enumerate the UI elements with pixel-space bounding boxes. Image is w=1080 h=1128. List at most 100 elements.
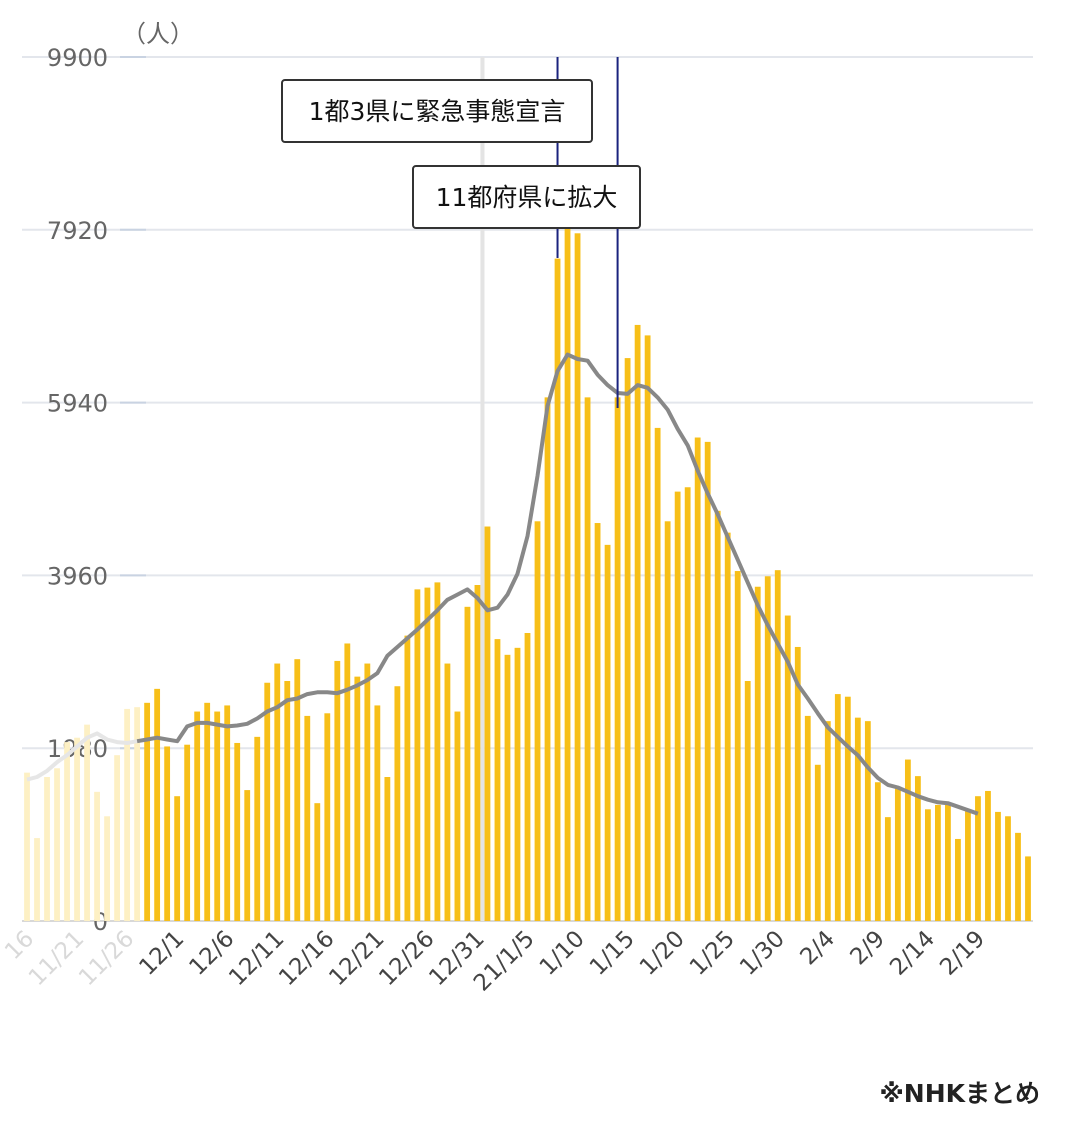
bar bbox=[684, 487, 691, 921]
moving-average-line bbox=[136, 352, 979, 816]
bar bbox=[34, 838, 40, 921]
bar bbox=[694, 437, 701, 921]
bar bbox=[544, 397, 551, 921]
bar bbox=[494, 639, 501, 921]
bar bbox=[214, 711, 221, 921]
x-tick-label: 2/9 bbox=[846, 926, 891, 971]
bar bbox=[354, 676, 361, 921]
bar bbox=[74, 737, 80, 921]
bar bbox=[514, 647, 521, 921]
bar bbox=[814, 764, 821, 921]
x-tick-label: 1/30 bbox=[735, 926, 790, 981]
x-tick-label: 12/1 bbox=[134, 926, 189, 981]
bar bbox=[784, 615, 791, 921]
bar bbox=[614, 397, 621, 921]
bar bbox=[935, 804, 941, 921]
bar bbox=[564, 223, 571, 921]
bar bbox=[624, 358, 631, 921]
bar bbox=[424, 587, 431, 921]
bar bbox=[524, 633, 531, 921]
x-tick-label: 12/16 bbox=[274, 926, 339, 991]
bar bbox=[654, 427, 661, 921]
x-tick-label: 1/15 bbox=[585, 926, 640, 981]
x-tick-label: 1/10 bbox=[535, 926, 590, 981]
bar bbox=[504, 654, 511, 921]
bar bbox=[914, 776, 921, 921]
moving-average-line-faded bbox=[26, 731, 138, 782]
moving-average-lines bbox=[26, 352, 979, 816]
bar bbox=[955, 838, 961, 921]
bar bbox=[194, 711, 201, 921]
bar bbox=[884, 817, 891, 921]
bar bbox=[84, 724, 90, 921]
x-tick-label: 1/20 bbox=[635, 926, 690, 981]
bar bbox=[404, 635, 411, 921]
source-note: ※NHKまとめ bbox=[879, 1079, 1040, 1108]
bar bbox=[965, 811, 971, 921]
y-tick-label: 7920 bbox=[47, 217, 108, 245]
bar bbox=[344, 643, 351, 921]
bar bbox=[184, 744, 191, 921]
bar bbox=[314, 803, 321, 921]
bar bbox=[24, 772, 30, 921]
bar bbox=[154, 688, 161, 921]
bar bbox=[804, 715, 811, 921]
x-tick-label: 12/26 bbox=[374, 926, 439, 991]
bar bbox=[364, 663, 371, 921]
bar bbox=[204, 702, 211, 921]
bar bbox=[1015, 832, 1021, 921]
bar bbox=[454, 711, 461, 921]
x-tick-label: 12/11 bbox=[224, 926, 289, 991]
bar bbox=[1025, 856, 1031, 921]
bar bbox=[244, 790, 251, 921]
bar bbox=[134, 707, 141, 921]
bar bbox=[854, 717, 861, 921]
bar bbox=[534, 521, 541, 921]
bar bbox=[264, 682, 271, 921]
x-tick-label: 11/21 bbox=[24, 926, 89, 991]
bar bbox=[484, 526, 491, 921]
bar bbox=[414, 589, 421, 921]
y-tick-label: 3960 bbox=[47, 562, 108, 590]
bar bbox=[644, 335, 651, 921]
bar bbox=[604, 544, 611, 921]
bar bbox=[274, 663, 281, 921]
bar bbox=[985, 790, 991, 921]
annotation-text: 1都3県に緊急事態宣言 bbox=[309, 97, 566, 126]
bar bbox=[294, 659, 301, 921]
bar bbox=[144, 702, 151, 921]
bar bbox=[434, 582, 441, 921]
x-tick-label: 2/4 bbox=[795, 926, 840, 971]
bar bbox=[744, 681, 751, 921]
bar bbox=[794, 646, 801, 921]
bar bbox=[254, 736, 261, 921]
bar bbox=[304, 715, 311, 921]
annotation-box bbox=[281, 79, 593, 143]
bar bbox=[674, 491, 681, 921]
bar bbox=[995, 811, 1001, 921]
bar bbox=[104, 816, 110, 921]
bar bbox=[824, 721, 831, 921]
bar bbox=[1005, 816, 1011, 921]
bar bbox=[774, 570, 781, 921]
y-tick-label: 9900 bbox=[47, 44, 108, 72]
y-tick-label: 5940 bbox=[47, 390, 108, 418]
annotation-text: 11都府県に拡大 bbox=[436, 183, 618, 212]
x-tick-label: 2/14 bbox=[885, 926, 940, 981]
bar bbox=[324, 713, 331, 921]
bar bbox=[594, 523, 601, 921]
bar bbox=[574, 233, 581, 922]
bar bbox=[334, 660, 341, 921]
bar bbox=[714, 510, 721, 921]
bar bbox=[114, 755, 120, 921]
bar bbox=[874, 782, 881, 921]
unit-label: （人） bbox=[122, 20, 194, 48]
bar bbox=[975, 796, 981, 921]
grid-lines bbox=[22, 56, 1033, 922]
bar bbox=[124, 708, 131, 921]
bar bbox=[754, 586, 761, 921]
bar bbox=[94, 791, 100, 921]
bar bbox=[554, 258, 561, 922]
bar bbox=[284, 681, 291, 921]
